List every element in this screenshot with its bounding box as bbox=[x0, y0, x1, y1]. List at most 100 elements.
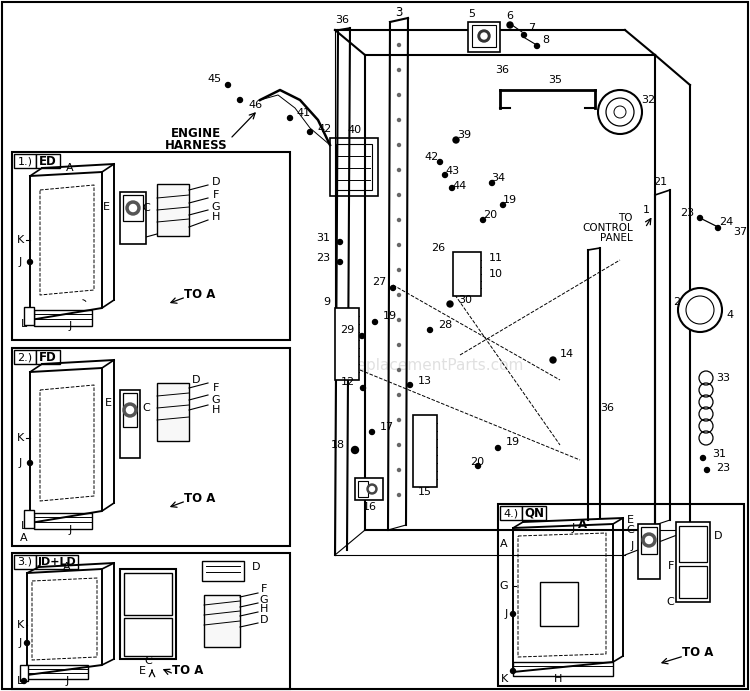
Circle shape bbox=[130, 205, 136, 211]
Text: 13: 13 bbox=[418, 376, 432, 386]
Circle shape bbox=[449, 185, 454, 191]
Circle shape bbox=[398, 444, 400, 446]
Circle shape bbox=[398, 393, 400, 397]
Circle shape bbox=[478, 30, 490, 42]
Text: 19: 19 bbox=[503, 195, 517, 205]
Bar bbox=[676, 522, 710, 602]
Text: 18: 18 bbox=[331, 440, 345, 450]
Text: 41: 41 bbox=[296, 108, 310, 118]
Circle shape bbox=[507, 22, 513, 28]
Text: G: G bbox=[211, 395, 220, 405]
Circle shape bbox=[496, 446, 500, 451]
Bar bbox=[500, 506, 522, 520]
Text: K: K bbox=[16, 433, 24, 443]
Circle shape bbox=[391, 285, 395, 290]
Bar bbox=[522, 506, 546, 520]
Text: CONTROL: CONTROL bbox=[582, 223, 633, 233]
Bar bbox=[468, 22, 500, 52]
Bar bbox=[26, 665, 88, 679]
Text: J: J bbox=[18, 257, 22, 267]
Bar bbox=[36, 154, 60, 168]
Circle shape bbox=[226, 82, 230, 88]
Text: D: D bbox=[714, 531, 722, 541]
Text: A: A bbox=[500, 539, 508, 549]
Bar bbox=[335, 308, 359, 380]
Text: TO A: TO A bbox=[184, 491, 216, 504]
Text: 8: 8 bbox=[542, 35, 550, 45]
Bar bbox=[120, 569, 176, 659]
Circle shape bbox=[678, 288, 722, 332]
Circle shape bbox=[352, 446, 358, 453]
Bar bbox=[336, 144, 372, 190]
Text: 31: 31 bbox=[316, 233, 330, 243]
Bar bbox=[120, 390, 140, 458]
Circle shape bbox=[373, 319, 377, 325]
Text: 24: 24 bbox=[718, 217, 733, 227]
Circle shape bbox=[22, 679, 26, 683]
Circle shape bbox=[453, 137, 459, 143]
Text: D: D bbox=[260, 615, 268, 625]
Bar bbox=[202, 561, 244, 581]
Text: 1.): 1.) bbox=[17, 156, 32, 166]
Circle shape bbox=[398, 468, 400, 471]
Circle shape bbox=[398, 144, 400, 146]
Circle shape bbox=[28, 460, 32, 466]
Circle shape bbox=[123, 403, 137, 417]
Text: C: C bbox=[142, 403, 150, 413]
Text: H: H bbox=[554, 674, 562, 684]
Text: E: E bbox=[139, 666, 146, 676]
Circle shape bbox=[490, 180, 494, 185]
Circle shape bbox=[398, 368, 400, 372]
Text: 32: 32 bbox=[641, 95, 655, 105]
Text: PANEL: PANEL bbox=[600, 233, 633, 243]
Circle shape bbox=[500, 202, 506, 207]
Text: C: C bbox=[626, 525, 634, 535]
Bar bbox=[12, 152, 290, 340]
Circle shape bbox=[698, 216, 703, 220]
Text: 30: 30 bbox=[458, 295, 472, 305]
Text: 2.): 2.) bbox=[17, 352, 32, 362]
Text: 19: 19 bbox=[383, 311, 398, 321]
Circle shape bbox=[716, 225, 721, 231]
Text: J: J bbox=[505, 609, 508, 619]
Bar bbox=[20, 665, 28, 681]
Circle shape bbox=[511, 668, 515, 674]
Bar bbox=[36, 350, 60, 364]
Text: TO A: TO A bbox=[682, 645, 714, 659]
Bar bbox=[330, 138, 378, 196]
Text: D: D bbox=[192, 375, 200, 385]
Text: 21: 21 bbox=[653, 177, 667, 187]
Text: J: J bbox=[68, 525, 72, 535]
Text: L: L bbox=[16, 676, 23, 686]
Text: G: G bbox=[211, 202, 220, 212]
Text: 9: 9 bbox=[322, 297, 330, 307]
Bar bbox=[498, 504, 744, 686]
Text: 4.): 4.) bbox=[503, 508, 518, 518]
Bar bbox=[34, 513, 92, 529]
Circle shape bbox=[700, 455, 706, 460]
Text: QN: QN bbox=[524, 507, 544, 520]
Bar bbox=[679, 566, 707, 598]
Circle shape bbox=[646, 536, 652, 544]
Text: 42: 42 bbox=[424, 152, 439, 162]
Text: A: A bbox=[63, 562, 70, 572]
Text: A: A bbox=[66, 163, 74, 173]
Bar bbox=[204, 595, 240, 647]
Text: TO: TO bbox=[619, 213, 633, 223]
Text: 14: 14 bbox=[560, 349, 574, 359]
Text: JD+LD: JD+LD bbox=[38, 557, 76, 567]
Text: 37: 37 bbox=[733, 227, 747, 237]
Text: J: J bbox=[572, 523, 574, 533]
Bar bbox=[413, 415, 437, 487]
Text: 46: 46 bbox=[248, 100, 262, 110]
Bar bbox=[638, 524, 660, 579]
Text: 23: 23 bbox=[316, 253, 330, 263]
Text: 7: 7 bbox=[529, 23, 536, 33]
Text: G: G bbox=[500, 581, 508, 591]
Bar bbox=[123, 195, 143, 221]
Circle shape bbox=[370, 430, 374, 435]
Circle shape bbox=[370, 486, 374, 491]
Bar bbox=[679, 526, 707, 562]
Text: L: L bbox=[21, 319, 27, 329]
Text: E: E bbox=[103, 202, 110, 212]
